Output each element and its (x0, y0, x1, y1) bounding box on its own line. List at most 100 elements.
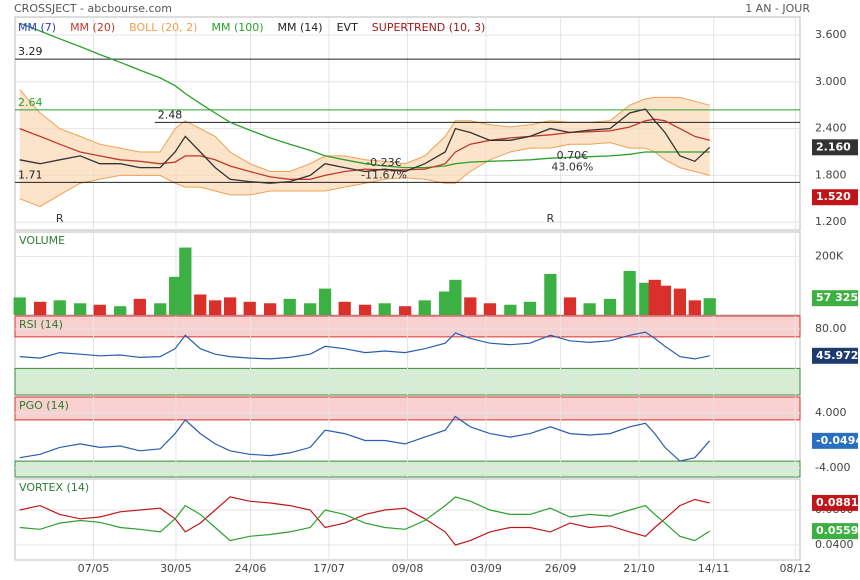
volume-bar (449, 279, 462, 315)
value-box-label: 0.0881 (816, 496, 858, 509)
indicator-line (19, 331, 710, 360)
volume-bar (673, 288, 687, 315)
indicator-line (19, 496, 710, 546)
y-tick-label: 3.600 (815, 28, 847, 41)
panel-title: VOLUME (19, 234, 65, 247)
x-tick-label: 24/06 (235, 562, 267, 575)
volume-bar (688, 300, 701, 315)
volume-bar (338, 301, 351, 315)
volume-bar (133, 298, 146, 315)
value-box (812, 494, 858, 511)
x-tick-label: 07/05 (78, 562, 110, 575)
legend-entry: EVT (337, 21, 358, 34)
value-box-label: 2.160 (816, 140, 851, 153)
value-box (812, 290, 858, 307)
volume-bar (154, 303, 167, 315)
volume-bar (169, 276, 182, 315)
value-box (812, 523, 858, 540)
chart-title: CROSSJECT - abcbourse.com (14, 2, 172, 15)
x-tick-label: 08/12 (779, 562, 811, 575)
volume-bar (378, 303, 391, 315)
volume-bar (464, 297, 477, 315)
volume-bar (648, 279, 661, 315)
y-tick-label: 1.200 (815, 215, 847, 228)
y-tick-label: 3.000 (815, 75, 847, 88)
value-box-label: 1.520 (816, 190, 851, 203)
annotation: -0.23€ (366, 156, 401, 169)
volume-bar (544, 273, 557, 315)
volume-bar (623, 271, 636, 315)
x-tick-label: 17/07 (313, 562, 345, 575)
y-tick-label: 4.000 (815, 406, 847, 419)
volume-bar (223, 297, 237, 315)
legend-entry: MM (100) (211, 21, 263, 34)
legend-entry: BOLL (20, 2) (129, 21, 197, 34)
annotation: 43.06% (551, 161, 593, 174)
annotation: 0.70€ (557, 149, 589, 162)
panel-title: PGO (14) (19, 399, 69, 412)
volume-bar (523, 301, 537, 315)
value-box-label: 57 325 (816, 291, 858, 304)
bollinger-fill (19, 89, 710, 207)
annotation: R (547, 212, 555, 225)
volume-bar (563, 297, 577, 315)
volume-bar (74, 303, 87, 315)
volume-bar (93, 304, 106, 315)
volume-bar (658, 285, 672, 315)
value-box (812, 139, 858, 156)
volume-bar (33, 301, 47, 315)
period: 1 AN - JOUR (745, 2, 810, 15)
level-label: 2.48 (158, 108, 183, 121)
volume-bar (318, 288, 332, 315)
bollinger-upper (19, 89, 710, 172)
x-tick-label: 30/05 (160, 562, 192, 575)
bollinger-lower (19, 142, 710, 208)
legend-entry: SUPERTREND (10, 3) (372, 21, 486, 34)
level-label: 2.64 (18, 96, 43, 109)
volume-bar (13, 297, 26, 315)
value-box-label: -0.0494 (816, 434, 860, 447)
volume-bar (603, 298, 617, 315)
volume-bar (179, 247, 192, 315)
indicator-line (19, 496, 711, 542)
value-box (812, 347, 858, 364)
volume-bar (194, 294, 207, 315)
x-tick-label: 03/09 (470, 562, 502, 575)
volume-bar (703, 298, 716, 315)
price-line (19, 108, 711, 184)
x-tick-label: 26/09 (545, 562, 577, 575)
volume-bar (304, 303, 317, 315)
y-tick-label: 200K (815, 249, 844, 262)
y-tick-label: 1.800 (815, 168, 847, 181)
value-box (812, 432, 858, 449)
legend-entry: MM (20) (70, 21, 115, 34)
y-tick-label: 2.400 (815, 122, 847, 135)
volume-bar (639, 282, 652, 315)
volume-bar (483, 303, 497, 315)
panel-title: VORTEX (14) (19, 481, 89, 494)
volume-bar (504, 304, 517, 315)
value-box-label: 45.972 (816, 349, 858, 362)
volume-bar (283, 298, 296, 315)
panel-title: RSI (14) (19, 318, 63, 331)
level-label: 1.71 (18, 168, 43, 181)
price-line (19, 118, 710, 180)
volume-bar (399, 306, 412, 315)
volume-bar (439, 291, 452, 315)
x-tick-label: 14/11 (698, 562, 730, 575)
volume-bar (53, 300, 66, 315)
legend-entry: MM (14) (278, 21, 323, 34)
indicator-line (19, 415, 711, 462)
x-tick-label: 21/10 (623, 562, 655, 575)
volume-bar (583, 303, 596, 315)
x-tick-label: 09/08 (392, 562, 424, 575)
level-label: 3.29 (18, 45, 43, 58)
volume-bar (264, 303, 277, 315)
legend-entry: MM (7) (18, 21, 56, 34)
value-box (812, 189, 858, 206)
y-tick-label: 0.0400 (815, 538, 854, 551)
volume-bar (209, 300, 222, 315)
price-line (19, 22, 710, 169)
